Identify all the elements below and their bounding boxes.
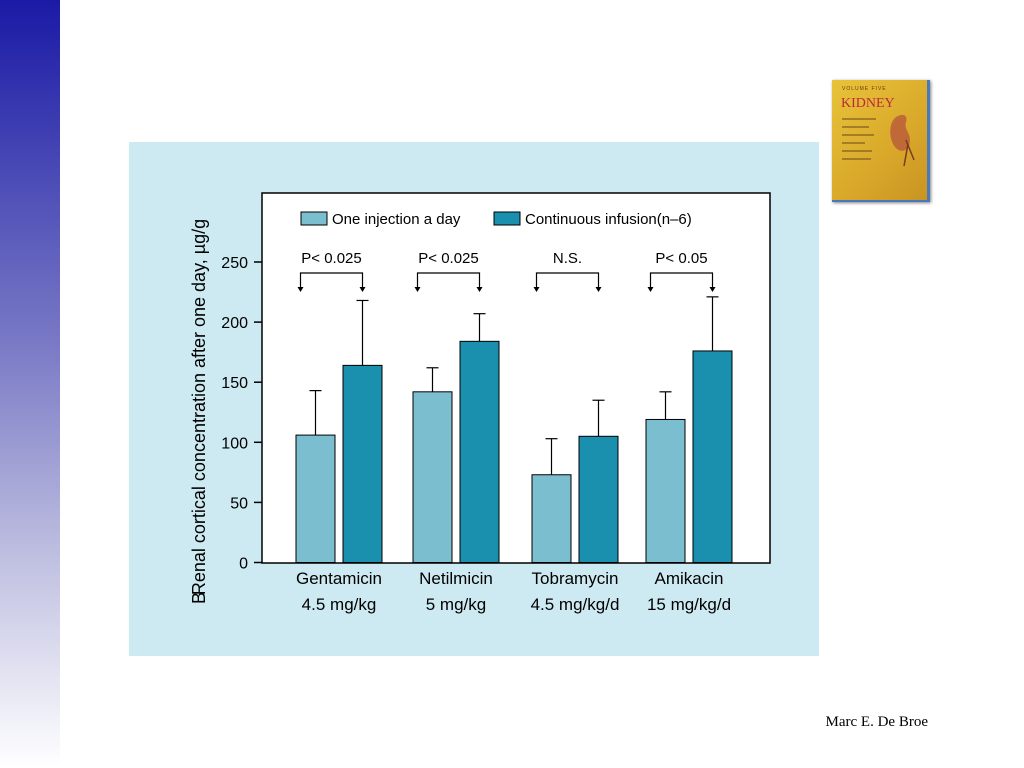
legend-label-continuous: Continuous infusion(n–6) (525, 211, 692, 228)
x-category-dose: 15 mg/kg/d (647, 595, 731, 614)
significance-label: P< 0.025 (301, 250, 361, 267)
x-axis-labels: Gentamicin 4.5 mg/kg Netilmicin 5 mg/kg Tobr… (296, 569, 731, 614)
bracket-arrow-icon (595, 287, 602, 292)
significance-brackets: P< 0.025 P< 0.025 N.S. P< 0.05 (297, 250, 716, 292)
bar-one-injection (412, 391, 453, 563)
y-tick-label: 200 (221, 315, 248, 332)
x-category-label: Netilmicin (419, 569, 493, 588)
y-tick-label: 250 (221, 255, 248, 272)
bar-continuous (342, 364, 383, 563)
panel-label: B (189, 592, 209, 604)
legend-label-one-injection: One injection a day (332, 211, 461, 228)
significance-bracket (416, 272, 481, 287)
legend-swatch-continuous (493, 211, 521, 226)
x-category-dose: 5 mg/kg (426, 595, 486, 614)
significance-bracket (535, 272, 600, 287)
bar-one-injection (645, 418, 686, 563)
significance-label: N.S. (553, 250, 582, 267)
bracket-arrow-icon (647, 287, 654, 292)
bracket-arrow-icon (297, 287, 304, 292)
bar-group (295, 296, 733, 564)
significance-label: P< 0.05 (655, 250, 707, 267)
x-category-label: Tobramycin (532, 569, 619, 588)
bar-continuous (692, 350, 733, 563)
significance-label: P< 0.025 (418, 250, 478, 267)
bar-continuous (578, 435, 619, 564)
x-category-label: Gentamicin (296, 569, 382, 588)
legend-swatch-one-injection (300, 211, 328, 226)
slide-side-gradient-bar (0, 0, 60, 768)
bar-chart: Renal cortical concentration after one d… (189, 192, 771, 614)
bar-one-injection (295, 434, 336, 564)
kidney-illustration-icon (890, 114, 915, 167)
bracket-arrow-icon (476, 287, 483, 292)
y-tick-label: 50 (230, 495, 248, 512)
y-tick-label: 0 (239, 556, 248, 573)
bracket-arrow-icon (359, 287, 366, 292)
y-tick-label: 150 (221, 375, 248, 392)
x-category-dose: 4.5 mg/kg/d (531, 595, 620, 614)
y-axis-label: Renal cortical concentration after one d… (189, 219, 209, 595)
bracket-arrow-icon (414, 287, 421, 292)
author-credit: Marc E. De Broe (825, 714, 928, 730)
bracket-arrow-icon (533, 287, 540, 292)
figure-panel: Renal cortical concentration after one d… (129, 142, 819, 656)
bar-continuous (459, 340, 500, 563)
book-title-text: KIDNEY (841, 96, 895, 111)
significance-bracket (649, 272, 714, 287)
x-category-label: Amikacin (655, 569, 724, 588)
significance-bracket (299, 272, 364, 287)
y-tick-label: 100 (221, 435, 248, 452)
book-author-lines (842, 118, 880, 188)
kidney-book-cover-image: VOLUME FIVE KIDNEY (832, 80, 930, 202)
bracket-arrow-icon (709, 287, 716, 292)
x-category-dose: 4.5 mg/kg (302, 595, 377, 614)
y-axis-ticks: 0 50 100 150 200 250 (221, 255, 262, 573)
bar-one-injection (531, 474, 572, 563)
book-volume-text: VOLUME FIVE (842, 86, 887, 92)
